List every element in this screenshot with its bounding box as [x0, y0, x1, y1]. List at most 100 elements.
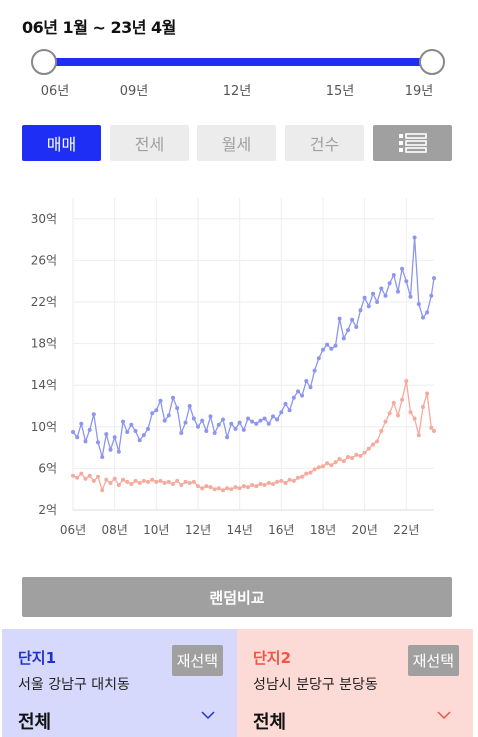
series-1-point	[408, 294, 413, 299]
chevron-down-icon[interactable]	[437, 711, 451, 720]
series-2-point	[379, 429, 384, 433]
series-2-point	[221, 488, 225, 493]
slider-tick: 09년	[119, 84, 149, 99]
series-1-point	[204, 429, 209, 433]
series-1-point	[196, 424, 200, 429]
series-2-point	[250, 483, 255, 487]
y-tick-label: 18억	[31, 337, 57, 351]
series-2-point	[183, 479, 188, 484]
series-2-point	[108, 481, 113, 485]
series-1-point	[125, 430, 130, 434]
series-1-point	[216, 422, 221, 427]
series-1-point	[229, 421, 234, 426]
series-2-point	[191, 479, 196, 484]
series-1-point	[275, 417, 280, 422]
series-1-point	[258, 418, 263, 423]
series-1-point	[171, 395, 175, 400]
tab-monthly[interactable]: 월세	[197, 125, 276, 161]
list-view-button[interactable]	[373, 125, 452, 161]
series-1-point	[425, 310, 430, 315]
series-2-point	[225, 486, 230, 491]
series-2-point	[408, 410, 413, 415]
series-1-point	[266, 421, 271, 426]
series-1-point	[91, 412, 96, 417]
tab-jeonse[interactable]: 전세	[110, 125, 189, 161]
series-1-point	[191, 416, 196, 421]
series-2-point	[325, 461, 330, 466]
series-1-point	[416, 302, 421, 307]
complex2-reselect-button[interactable]: 재선택	[407, 645, 459, 676]
series-1-point	[333, 343, 338, 348]
series-1-point	[291, 395, 296, 400]
series-2-point	[100, 488, 105, 493]
series-1-point	[158, 398, 163, 403]
series-1-point	[350, 317, 355, 322]
complex2-selection[interactable]: 전체	[253, 712, 287, 733]
slider-end-handle[interactable]	[419, 49, 445, 75]
series-1-point	[187, 404, 192, 408]
complex1-reselect-button[interactable]: 재선택	[171, 645, 223, 676]
series-2-point	[96, 474, 100, 479]
series-2-point	[337, 457, 342, 461]
series-1-point	[237, 420, 242, 425]
series-1-point	[79, 421, 84, 426]
series-1-point	[341, 336, 346, 341]
series-2-point	[350, 456, 355, 460]
series-1-point	[108, 447, 113, 452]
series-1-point	[354, 325, 359, 329]
series-2-point	[266, 481, 271, 485]
series-2-point	[83, 476, 88, 481]
series-1-point	[312, 368, 317, 373]
slider-tick: 06년	[40, 84, 70, 99]
series-1-point	[87, 427, 92, 432]
series-2-point	[312, 467, 317, 472]
series-1-point	[329, 346, 334, 351]
period-slider-track[interactable]	[44, 58, 432, 66]
series-1-point	[137, 438, 142, 443]
series-2-point	[391, 400, 396, 405]
complex1-label: 단지1	[18, 649, 57, 667]
series-2-point	[279, 478, 284, 483]
tab-sale[interactable]: 매매	[22, 125, 101, 161]
x-tick-label: 06년	[60, 523, 86, 537]
series-1-point	[271, 414, 275, 419]
chevron-down-icon[interactable]	[201, 711, 215, 720]
price-chart: 2억 6억 10억 14억 18억 22억 26억 30억 06년 08년 10년 12년 14년 16년…	[31, 198, 436, 537]
series-2-point	[229, 487, 234, 492]
series-1-point	[325, 342, 330, 347]
series-1-point	[212, 431, 217, 435]
series-1-point	[391, 273, 396, 277]
series-2-point	[358, 453, 363, 458]
slider-start-handle[interactable]	[31, 49, 57, 75]
series-2-point	[87, 473, 92, 478]
series-1-point	[412, 235, 417, 240]
complex1-selection[interactable]: 전체	[18, 712, 52, 733]
series-1-point	[146, 426, 150, 431]
series-1-point	[279, 410, 284, 415]
series-2-point	[104, 477, 109, 482]
series-2-point	[404, 379, 409, 383]
series-2-point	[375, 439, 380, 444]
series-2-point	[316, 465, 321, 470]
series-2-point	[341, 459, 346, 464]
series-1-point	[100, 455, 105, 459]
series-2-point	[237, 486, 242, 491]
series-2-point	[421, 405, 425, 409]
random-compare-button[interactable]: 랜덤비교	[22, 577, 452, 617]
series-1-point	[179, 431, 184, 435]
series-2-point	[208, 485, 213, 490]
series-2-point	[291, 478, 296, 483]
series-1-point	[175, 406, 180, 411]
series-1-point	[233, 426, 238, 431]
series-2-point	[71, 473, 75, 478]
series-2-point	[321, 464, 325, 469]
x-tick-label: 12년	[185, 523, 211, 537]
tab-count[interactable]: 건수	[285, 125, 364, 161]
y-tick-label: 10억	[31, 420, 57, 434]
series-2-point	[396, 413, 400, 418]
series-2-point	[125, 479, 130, 484]
series-1-point	[300, 393, 305, 398]
series-1-point	[112, 435, 117, 440]
series-2-point	[175, 478, 180, 483]
series-2-point	[300, 474, 305, 479]
